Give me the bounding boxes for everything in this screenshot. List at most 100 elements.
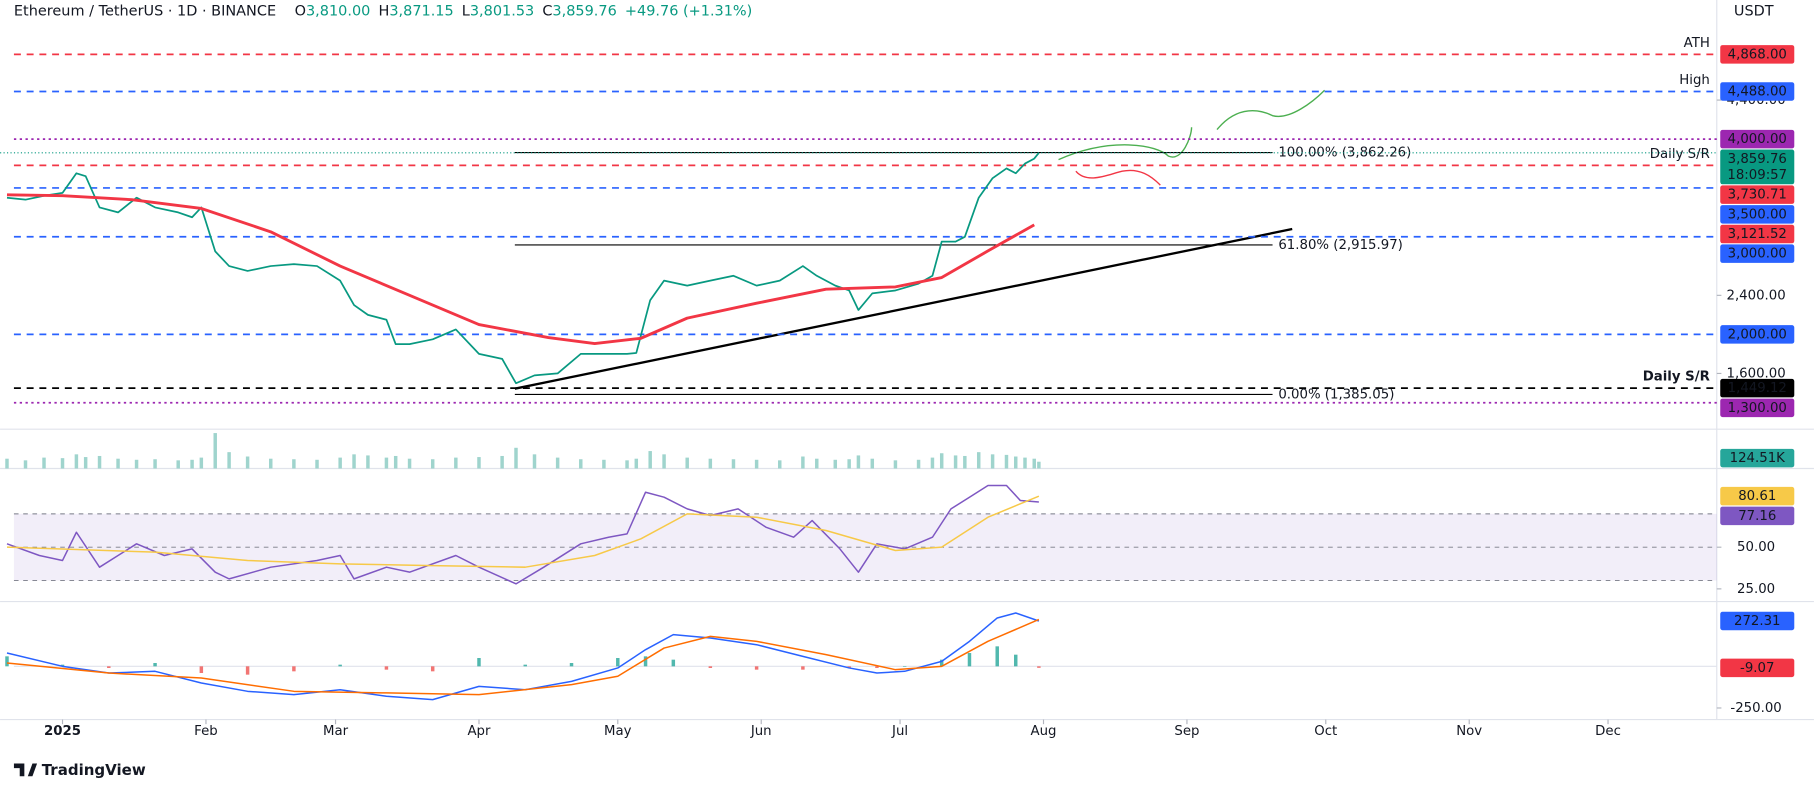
volume-bar: [893, 460, 898, 469]
volume-bar: [42, 457, 46, 469]
price-tag-label: 272.31: [1734, 614, 1781, 629]
histogram-bar: [967, 653, 972, 667]
histogram-bar: [754, 666, 759, 670]
volume-bar: [662, 454, 666, 469]
histogram-bar: [384, 666, 389, 670]
histogram-bar: [801, 666, 805, 670]
level-tag: Daily S/R: [1650, 147, 1710, 162]
y-tick-label: 2,400.00: [1726, 288, 1785, 303]
price-tag-label: 4,868.00: [1728, 47, 1787, 62]
price-tag: [1720, 378, 1795, 398]
volume-bar: [500, 455, 504, 469]
ohlc-key: O: [295, 4, 306, 20]
price-tag: [1720, 244, 1795, 263]
price-tag-label: 3,730.71: [1728, 188, 1787, 203]
histogram-bar: [569, 663, 574, 667]
level-tag: High: [1679, 73, 1710, 88]
volume-bar: [83, 457, 88, 469]
change: +49.76 (+1.31%): [625, 4, 752, 20]
volume-bar: [74, 454, 79, 469]
volume-bar: [352, 454, 356, 469]
price-tag: [1720, 185, 1795, 204]
price-tag-label: 3,121.52: [1728, 227, 1787, 242]
price-tag-countdown: 18:09:57: [1727, 168, 1787, 183]
price-tag: [1720, 506, 1795, 526]
price-tag: [1720, 129, 1795, 149]
volume-bar: [634, 458, 639, 469]
histogram-bar: [107, 666, 111, 668]
histogram-bar: [708, 666, 713, 668]
histogram-bar: [430, 666, 435, 672]
volume-bar: [833, 459, 838, 469]
volume-bar: [199, 457, 204, 469]
volume-bar: [292, 459, 296, 469]
ohlc-key: C: [542, 4, 552, 20]
histogram-bar: [338, 664, 342, 667]
histogram-bar: [995, 646, 999, 667]
x-tick-label: May: [604, 724, 632, 739]
level-tag: ATH: [1684, 36, 1710, 51]
volume-bar: [454, 457, 458, 469]
histogram-bar: [643, 656, 648, 667]
volume-bar: [1037, 461, 1041, 469]
histogram-bar: [939, 659, 944, 667]
volume-bar: [847, 459, 851, 469]
volume-bar: [153, 459, 157, 469]
volume-bar: [407, 458, 412, 469]
price-tag-label: 3,500.00: [1728, 207, 1787, 222]
bullish-projection: [1058, 89, 1326, 161]
histogram-bar: [902, 666, 907, 667]
price-tag: [1720, 325, 1795, 344]
price-tag-label: 4,000.00: [1728, 132, 1787, 147]
bearish-projection: [1075, 169, 1161, 186]
price-tag: [1720, 611, 1795, 631]
volume-bar: [23, 460, 28, 469]
volume-bar: [5, 458, 9, 469]
histogram-bar: [477, 658, 481, 667]
histogram-bar: [847, 666, 851, 668]
price-tag: [1720, 398, 1795, 418]
volume-bar: [97, 455, 102, 469]
histogram-bar: [671, 659, 676, 667]
histogram-bar: [292, 666, 296, 672]
volume-bar: [269, 458, 273, 469]
volume-bar: [190, 459, 194, 469]
volume-bar: [731, 459, 736, 469]
x-tick-label: Apr: [467, 724, 491, 739]
symbol: Ethereum / TetherUS · 1D · BINANCE: [14, 4, 276, 20]
volume-bar: [315, 459, 319, 469]
volume-bar: [708, 458, 713, 469]
volume-bar: [856, 455, 861, 469]
volume-bar: [976, 452, 981, 469]
y-tick-label: 25.00: [1737, 582, 1775, 597]
ohlc-value: 3,871.15: [389, 4, 453, 20]
volume-bar: [990, 454, 995, 469]
volume-bar: [430, 459, 435, 469]
volume-bar: [1004, 454, 1009, 469]
volume-bar: [1032, 458, 1036, 469]
price-tag: [1720, 205, 1795, 224]
fib-label: 0.00% (1,385.05): [1278, 387, 1394, 402]
histogram-bar: [1037, 666, 1041, 668]
volume-bar: [815, 458, 819, 469]
volume-bar: [930, 457, 935, 469]
x-tick-label: Dec: [1595, 724, 1621, 739]
volume-bar: [801, 456, 805, 469]
volume-bar: [555, 457, 560, 469]
volume-bar: [393, 455, 398, 469]
volume-bar: [648, 451, 652, 469]
y-tick-label: -250.00: [1730, 701, 1781, 716]
volume-bar: [176, 460, 180, 469]
histogram-bar: [153, 663, 157, 667]
volume-bar: [477, 457, 481, 469]
fib-label: 61.80% (2,915.97): [1278, 238, 1403, 253]
volume-bar: [754, 459, 759, 469]
y-tick-label: 50.00: [1737, 540, 1775, 555]
volume-bar: [625, 460, 629, 469]
price-tag: [1720, 448, 1795, 468]
histogram-bar: [60, 664, 65, 667]
series-line: [6, 484, 1039, 585]
ohlc-value: 3,801.53: [470, 4, 534, 20]
volume-bar: [338, 457, 342, 469]
